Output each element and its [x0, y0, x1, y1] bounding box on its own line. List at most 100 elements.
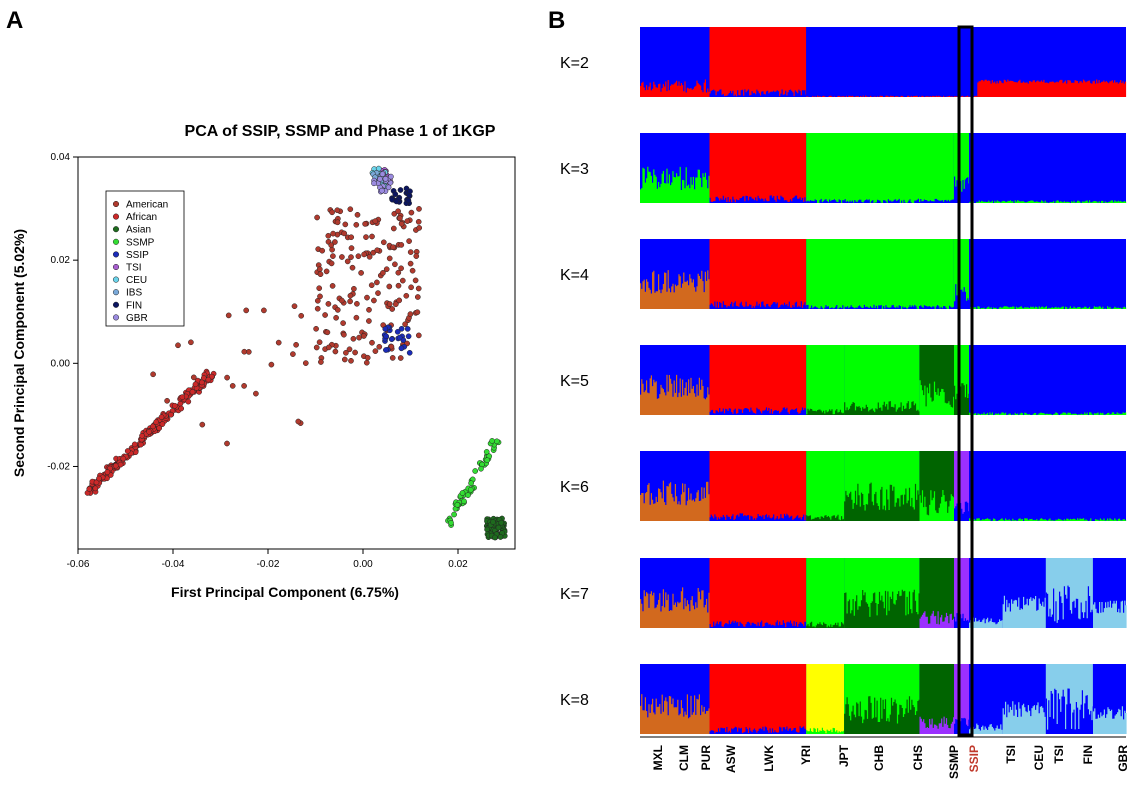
population-label-jpt: JPT [837, 744, 851, 767]
k-label: K=3 [560, 161, 589, 178]
pca-point-african [179, 394, 186, 400]
pca-point-american [388, 343, 395, 350]
admixture-segment [709, 345, 807, 415]
pca-point-ssmp [478, 465, 484, 472]
admixture-segment [709, 239, 807, 309]
admixture-segment [806, 133, 954, 203]
pca-point-american [386, 255, 393, 262]
pca-point-american [334, 219, 341, 226]
legend-marker-gbr [112, 314, 120, 321]
pca-point-american [347, 298, 353, 305]
pca-point-ssmp [483, 449, 490, 455]
pca-point-american [342, 221, 349, 228]
admixture-row-k5 [640, 345, 1127, 415]
pca-point-american [414, 309, 421, 316]
admixture-row-k3 [640, 133, 1127, 203]
pca-point-american [330, 230, 336, 237]
pca-point-ssip [382, 326, 389, 332]
pca-point-american [343, 349, 349, 356]
pca-point-american [397, 355, 404, 361]
legend-label-ssip: SSIP [126, 250, 149, 261]
pca-point-american [407, 311, 414, 317]
legend-marker-fin [112, 301, 120, 308]
k-label: K=6 [560, 479, 589, 496]
admixture-secondary-component [919, 380, 955, 415]
pca-point-american [224, 440, 230, 447]
pca-point-african [104, 469, 111, 475]
pca-point-american [291, 303, 298, 310]
pca-point-african [168, 411, 174, 418]
pca-point-fin [392, 191, 399, 198]
pca-point-american [366, 306, 372, 313]
admixture-secondary-component [806, 408, 845, 415]
pca-point-american [317, 271, 324, 278]
pca-point-gbr [385, 184, 392, 191]
pca-y-tick-label: -0.02 [47, 461, 70, 472]
legend-marker-tsi [112, 263, 120, 271]
pca-point-american [314, 305, 321, 312]
pca-point-american [344, 258, 351, 265]
pca-point-african [146, 428, 152, 435]
pca-point-american [416, 225, 423, 231]
k-label: K=5 [560, 373, 589, 390]
population-label-ssip: SSIP [967, 745, 981, 772]
pca-point-american [362, 221, 368, 227]
pca-y-axis-label: Second Principal Component (5.02%) [11, 229, 27, 477]
pca-point-american [313, 325, 319, 332]
pca-point-american [150, 371, 156, 378]
pca-point-american [350, 335, 357, 342]
pca-point-african [178, 405, 185, 412]
pca-point-american [403, 292, 410, 299]
pca-point-african [120, 455, 127, 462]
pca-point-american [347, 292, 354, 299]
pca-point-american [348, 357, 354, 364]
pca-point-african [86, 486, 93, 492]
pca-point-ssmp [484, 457, 491, 464]
population-label-tsi: TSI [1004, 745, 1018, 764]
pca-point-american [314, 214, 320, 221]
pca-point-ssip [396, 334, 403, 341]
pca-point-ssip [405, 333, 412, 340]
pca-point-american [380, 270, 386, 276]
pca-point-american [397, 215, 403, 222]
pca-point-american [389, 355, 396, 361]
admixture-secondary-component [709, 726, 807, 734]
population-label-yri: YRI [799, 745, 813, 765]
pca-point-american [404, 218, 411, 224]
pca-point-american [318, 359, 324, 365]
pca-point-american [313, 344, 320, 351]
population-label-pur: PUR [699, 745, 713, 771]
pca-point-american [366, 318, 372, 324]
pca-point-ssmp [459, 490, 466, 496]
legend-label-ssmp: SSMP [126, 237, 155, 248]
pca-point-african [139, 432, 145, 439]
pca-point-african [159, 421, 166, 427]
pca-point-ssip [394, 328, 401, 335]
pca-point-ssmp [472, 468, 479, 474]
pca-point-american [241, 383, 247, 389]
pca-point-american [268, 361, 275, 368]
pca-point-american [346, 346, 353, 353]
pca-point-american [396, 297, 403, 304]
admixture-secondary-component [844, 696, 920, 734]
pca-point-american [338, 297, 345, 304]
pca-x-tick-label: 0.02 [448, 559, 468, 570]
admixture-secondary-component [709, 513, 807, 521]
pca-point-american [329, 283, 336, 289]
pca-point-american [261, 307, 267, 314]
pca-point-american [415, 218, 422, 225]
pca-point-american [402, 321, 408, 328]
population-label-tsi: TSI [1052, 745, 1066, 764]
pca-point-american [361, 251, 367, 258]
admixture-secondary-component [970, 306, 1127, 309]
admixture-rows [640, 27, 1127, 734]
admixture-segment [709, 451, 807, 521]
pca-point-ssmp [468, 480, 474, 487]
pca-point-american [353, 221, 360, 228]
pca-point-american [324, 329, 331, 336]
pca-point-american [241, 348, 248, 355]
pca-point-american [317, 293, 323, 300]
admixture-segment [969, 133, 1126, 203]
pca-point-american [199, 421, 206, 428]
admixture-segment [806, 345, 845, 415]
